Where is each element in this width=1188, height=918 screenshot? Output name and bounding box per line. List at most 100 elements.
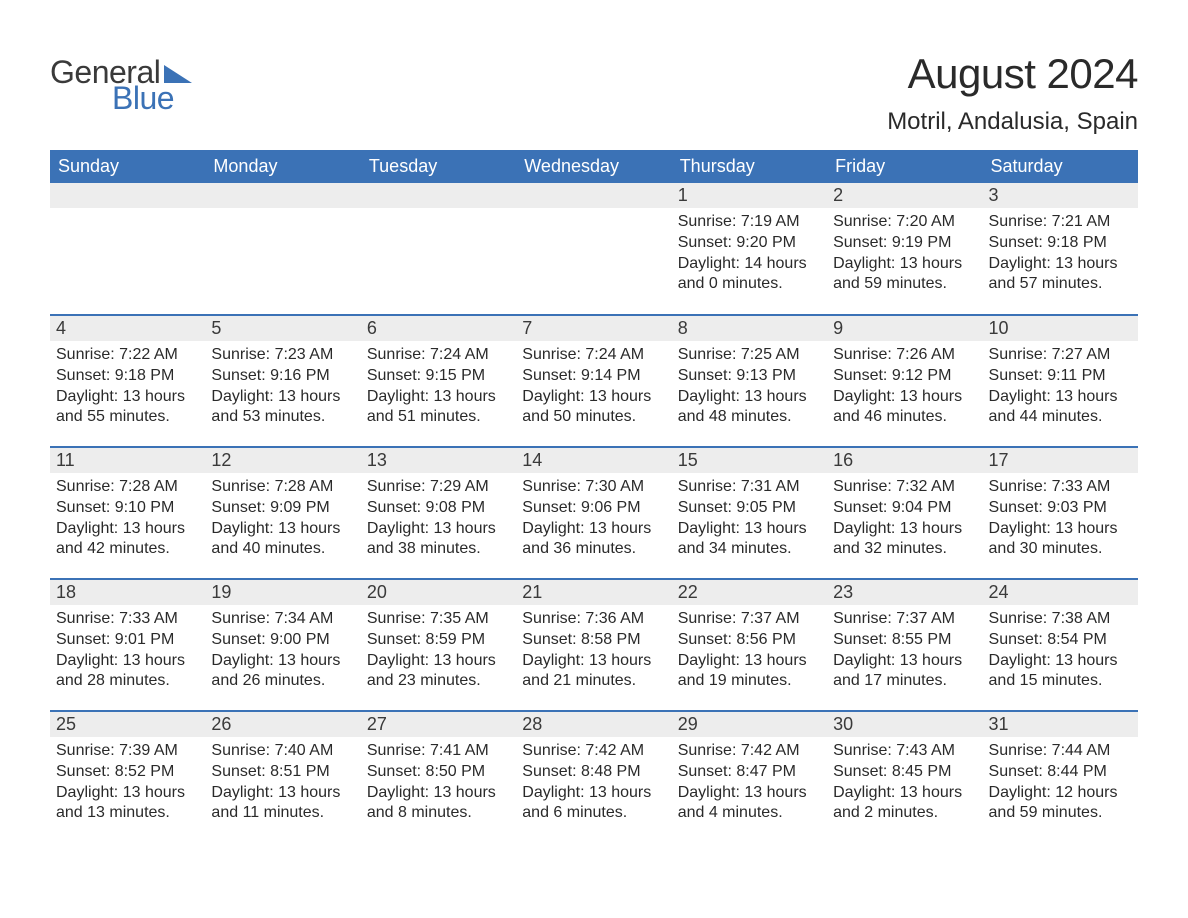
- calendar-day-cell: 24Sunrise: 7:38 AMSunset: 8:54 PMDayligh…: [983, 579, 1138, 711]
- day-details: Sunrise: 7:28 AMSunset: 9:10 PMDaylight:…: [50, 473, 205, 566]
- day-number: 3: [983, 183, 1138, 208]
- calendar-day-cell: [50, 183, 205, 315]
- daylight-line: Daylight: 13 hours and 11 minutes.: [211, 783, 354, 825]
- calendar-day-cell: 5Sunrise: 7:23 AMSunset: 9:16 PMDaylight…: [205, 315, 360, 447]
- sunrise-line: Sunrise: 7:28 AM: [56, 477, 199, 498]
- weekday-header: Saturday: [983, 150, 1138, 183]
- calendar-day-cell: 22Sunrise: 7:37 AMSunset: 8:56 PMDayligh…: [672, 579, 827, 711]
- sunset-line: Sunset: 9:01 PM: [56, 630, 199, 651]
- sunrise-line: Sunrise: 7:41 AM: [367, 741, 510, 762]
- day-number: 10: [983, 316, 1138, 341]
- calendar-day-cell: 16Sunrise: 7:32 AMSunset: 9:04 PMDayligh…: [827, 447, 982, 579]
- day-details: Sunrise: 7:44 AMSunset: 8:44 PMDaylight:…: [983, 737, 1138, 830]
- calendar-day-cell: 21Sunrise: 7:36 AMSunset: 8:58 PMDayligh…: [516, 579, 671, 711]
- day-details: Sunrise: 7:37 AMSunset: 8:56 PMDaylight:…: [672, 605, 827, 698]
- sunset-line: Sunset: 8:54 PM: [989, 630, 1132, 651]
- daylight-line: Daylight: 13 hours and 23 minutes.: [367, 651, 510, 693]
- sunrise-line: Sunrise: 7:42 AM: [678, 741, 821, 762]
- calendar-week-row: 4Sunrise: 7:22 AMSunset: 9:18 PMDaylight…: [50, 315, 1138, 447]
- day-details: Sunrise: 7:19 AMSunset: 9:20 PMDaylight:…: [672, 208, 827, 301]
- location-subtitle: Motril, Andalusia, Spain: [887, 108, 1138, 136]
- day-number: [516, 183, 671, 208]
- weekday-header: Wednesday: [516, 150, 671, 183]
- sunset-line: Sunset: 8:47 PM: [678, 762, 821, 783]
- day-number: 12: [205, 448, 360, 473]
- calendar-day-cell: 3Sunrise: 7:21 AMSunset: 9:18 PMDaylight…: [983, 183, 1138, 315]
- weekday-header: Thursday: [672, 150, 827, 183]
- daylight-line: Daylight: 13 hours and 46 minutes.: [833, 387, 976, 429]
- daylight-line: Daylight: 13 hours and 2 minutes.: [833, 783, 976, 825]
- sunset-line: Sunset: 9:03 PM: [989, 498, 1132, 519]
- sunset-line: Sunset: 9:00 PM: [211, 630, 354, 651]
- daylight-line: Daylight: 13 hours and 42 minutes.: [56, 519, 199, 561]
- sunset-line: Sunset: 9:18 PM: [989, 233, 1132, 254]
- calendar-day-cell: 17Sunrise: 7:33 AMSunset: 9:03 PMDayligh…: [983, 447, 1138, 579]
- day-details: Sunrise: 7:38 AMSunset: 8:54 PMDaylight:…: [983, 605, 1138, 698]
- day-number: 28: [516, 712, 671, 737]
- sunset-line: Sunset: 9:11 PM: [989, 366, 1132, 387]
- daylight-line: Daylight: 13 hours and 48 minutes.: [678, 387, 821, 429]
- day-details: [361, 208, 516, 218]
- sunset-line: Sunset: 9:14 PM: [522, 366, 665, 387]
- sunset-line: Sunset: 8:52 PM: [56, 762, 199, 783]
- calendar-day-cell: 20Sunrise: 7:35 AMSunset: 8:59 PMDayligh…: [361, 579, 516, 711]
- day-details: Sunrise: 7:21 AMSunset: 9:18 PMDaylight:…: [983, 208, 1138, 301]
- day-number: 9: [827, 316, 982, 341]
- sunset-line: Sunset: 8:51 PM: [211, 762, 354, 783]
- day-details: Sunrise: 7:36 AMSunset: 8:58 PMDaylight:…: [516, 605, 671, 698]
- calendar-day-cell: 28Sunrise: 7:42 AMSunset: 8:48 PMDayligh…: [516, 711, 671, 843]
- day-number: 29: [672, 712, 827, 737]
- calendar-day-cell: [516, 183, 671, 315]
- weekday-header: Monday: [205, 150, 360, 183]
- calendar-day-cell: 29Sunrise: 7:42 AMSunset: 8:47 PMDayligh…: [672, 711, 827, 843]
- daylight-line: Daylight: 13 hours and 44 minutes.: [989, 387, 1132, 429]
- weekday-header: Friday: [827, 150, 982, 183]
- sunset-line: Sunset: 8:45 PM: [833, 762, 976, 783]
- sunrise-line: Sunrise: 7:30 AM: [522, 477, 665, 498]
- sunset-line: Sunset: 9:05 PM: [678, 498, 821, 519]
- day-number: 1: [672, 183, 827, 208]
- day-number: 15: [672, 448, 827, 473]
- day-number: 25: [50, 712, 205, 737]
- calendar-day-cell: 14Sunrise: 7:30 AMSunset: 9:06 PMDayligh…: [516, 447, 671, 579]
- daylight-line: Daylight: 13 hours and 55 minutes.: [56, 387, 199, 429]
- calendar-day-cell: 25Sunrise: 7:39 AMSunset: 8:52 PMDayligh…: [50, 711, 205, 843]
- sunrise-line: Sunrise: 7:39 AM: [56, 741, 199, 762]
- day-number: 31: [983, 712, 1138, 737]
- daylight-line: Daylight: 13 hours and 38 minutes.: [367, 519, 510, 561]
- sunrise-line: Sunrise: 7:25 AM: [678, 345, 821, 366]
- sunrise-line: Sunrise: 7:24 AM: [522, 345, 665, 366]
- sunrise-line: Sunrise: 7:26 AM: [833, 345, 976, 366]
- sunrise-line: Sunrise: 7:36 AM: [522, 609, 665, 630]
- daylight-line: Daylight: 12 hours and 59 minutes.: [989, 783, 1132, 825]
- day-details: [50, 208, 205, 218]
- sunrise-line: Sunrise: 7:22 AM: [56, 345, 199, 366]
- day-number: 4: [50, 316, 205, 341]
- daylight-line: Daylight: 13 hours and 59 minutes.: [833, 254, 976, 296]
- day-number: 2: [827, 183, 982, 208]
- day-number: 21: [516, 580, 671, 605]
- day-details: [516, 208, 671, 218]
- sunrise-line: Sunrise: 7:19 AM: [678, 212, 821, 233]
- sunset-line: Sunset: 9:20 PM: [678, 233, 821, 254]
- sunrise-line: Sunrise: 7:38 AM: [989, 609, 1132, 630]
- daylight-line: Daylight: 13 hours and 15 minutes.: [989, 651, 1132, 693]
- sunrise-line: Sunrise: 7:20 AM: [833, 212, 976, 233]
- day-details: Sunrise: 7:31 AMSunset: 9:05 PMDaylight:…: [672, 473, 827, 566]
- daylight-line: Daylight: 13 hours and 34 minutes.: [678, 519, 821, 561]
- day-details: Sunrise: 7:40 AMSunset: 8:51 PMDaylight:…: [205, 737, 360, 830]
- weekday-header: Sunday: [50, 150, 205, 183]
- day-details: Sunrise: 7:32 AMSunset: 9:04 PMDaylight:…: [827, 473, 982, 566]
- sunrise-line: Sunrise: 7:24 AM: [367, 345, 510, 366]
- day-details: [205, 208, 360, 218]
- day-details: Sunrise: 7:37 AMSunset: 8:55 PMDaylight:…: [827, 605, 982, 698]
- day-details: Sunrise: 7:26 AMSunset: 9:12 PMDaylight:…: [827, 341, 982, 434]
- day-number: 5: [205, 316, 360, 341]
- sunset-line: Sunset: 8:59 PM: [367, 630, 510, 651]
- sunrise-line: Sunrise: 7:34 AM: [211, 609, 354, 630]
- day-details: Sunrise: 7:35 AMSunset: 8:59 PMDaylight:…: [361, 605, 516, 698]
- calendar-day-cell: 23Sunrise: 7:37 AMSunset: 8:55 PMDayligh…: [827, 579, 982, 711]
- day-details: Sunrise: 7:30 AMSunset: 9:06 PMDaylight:…: [516, 473, 671, 566]
- day-details: Sunrise: 7:39 AMSunset: 8:52 PMDaylight:…: [50, 737, 205, 830]
- sunrise-line: Sunrise: 7:29 AM: [367, 477, 510, 498]
